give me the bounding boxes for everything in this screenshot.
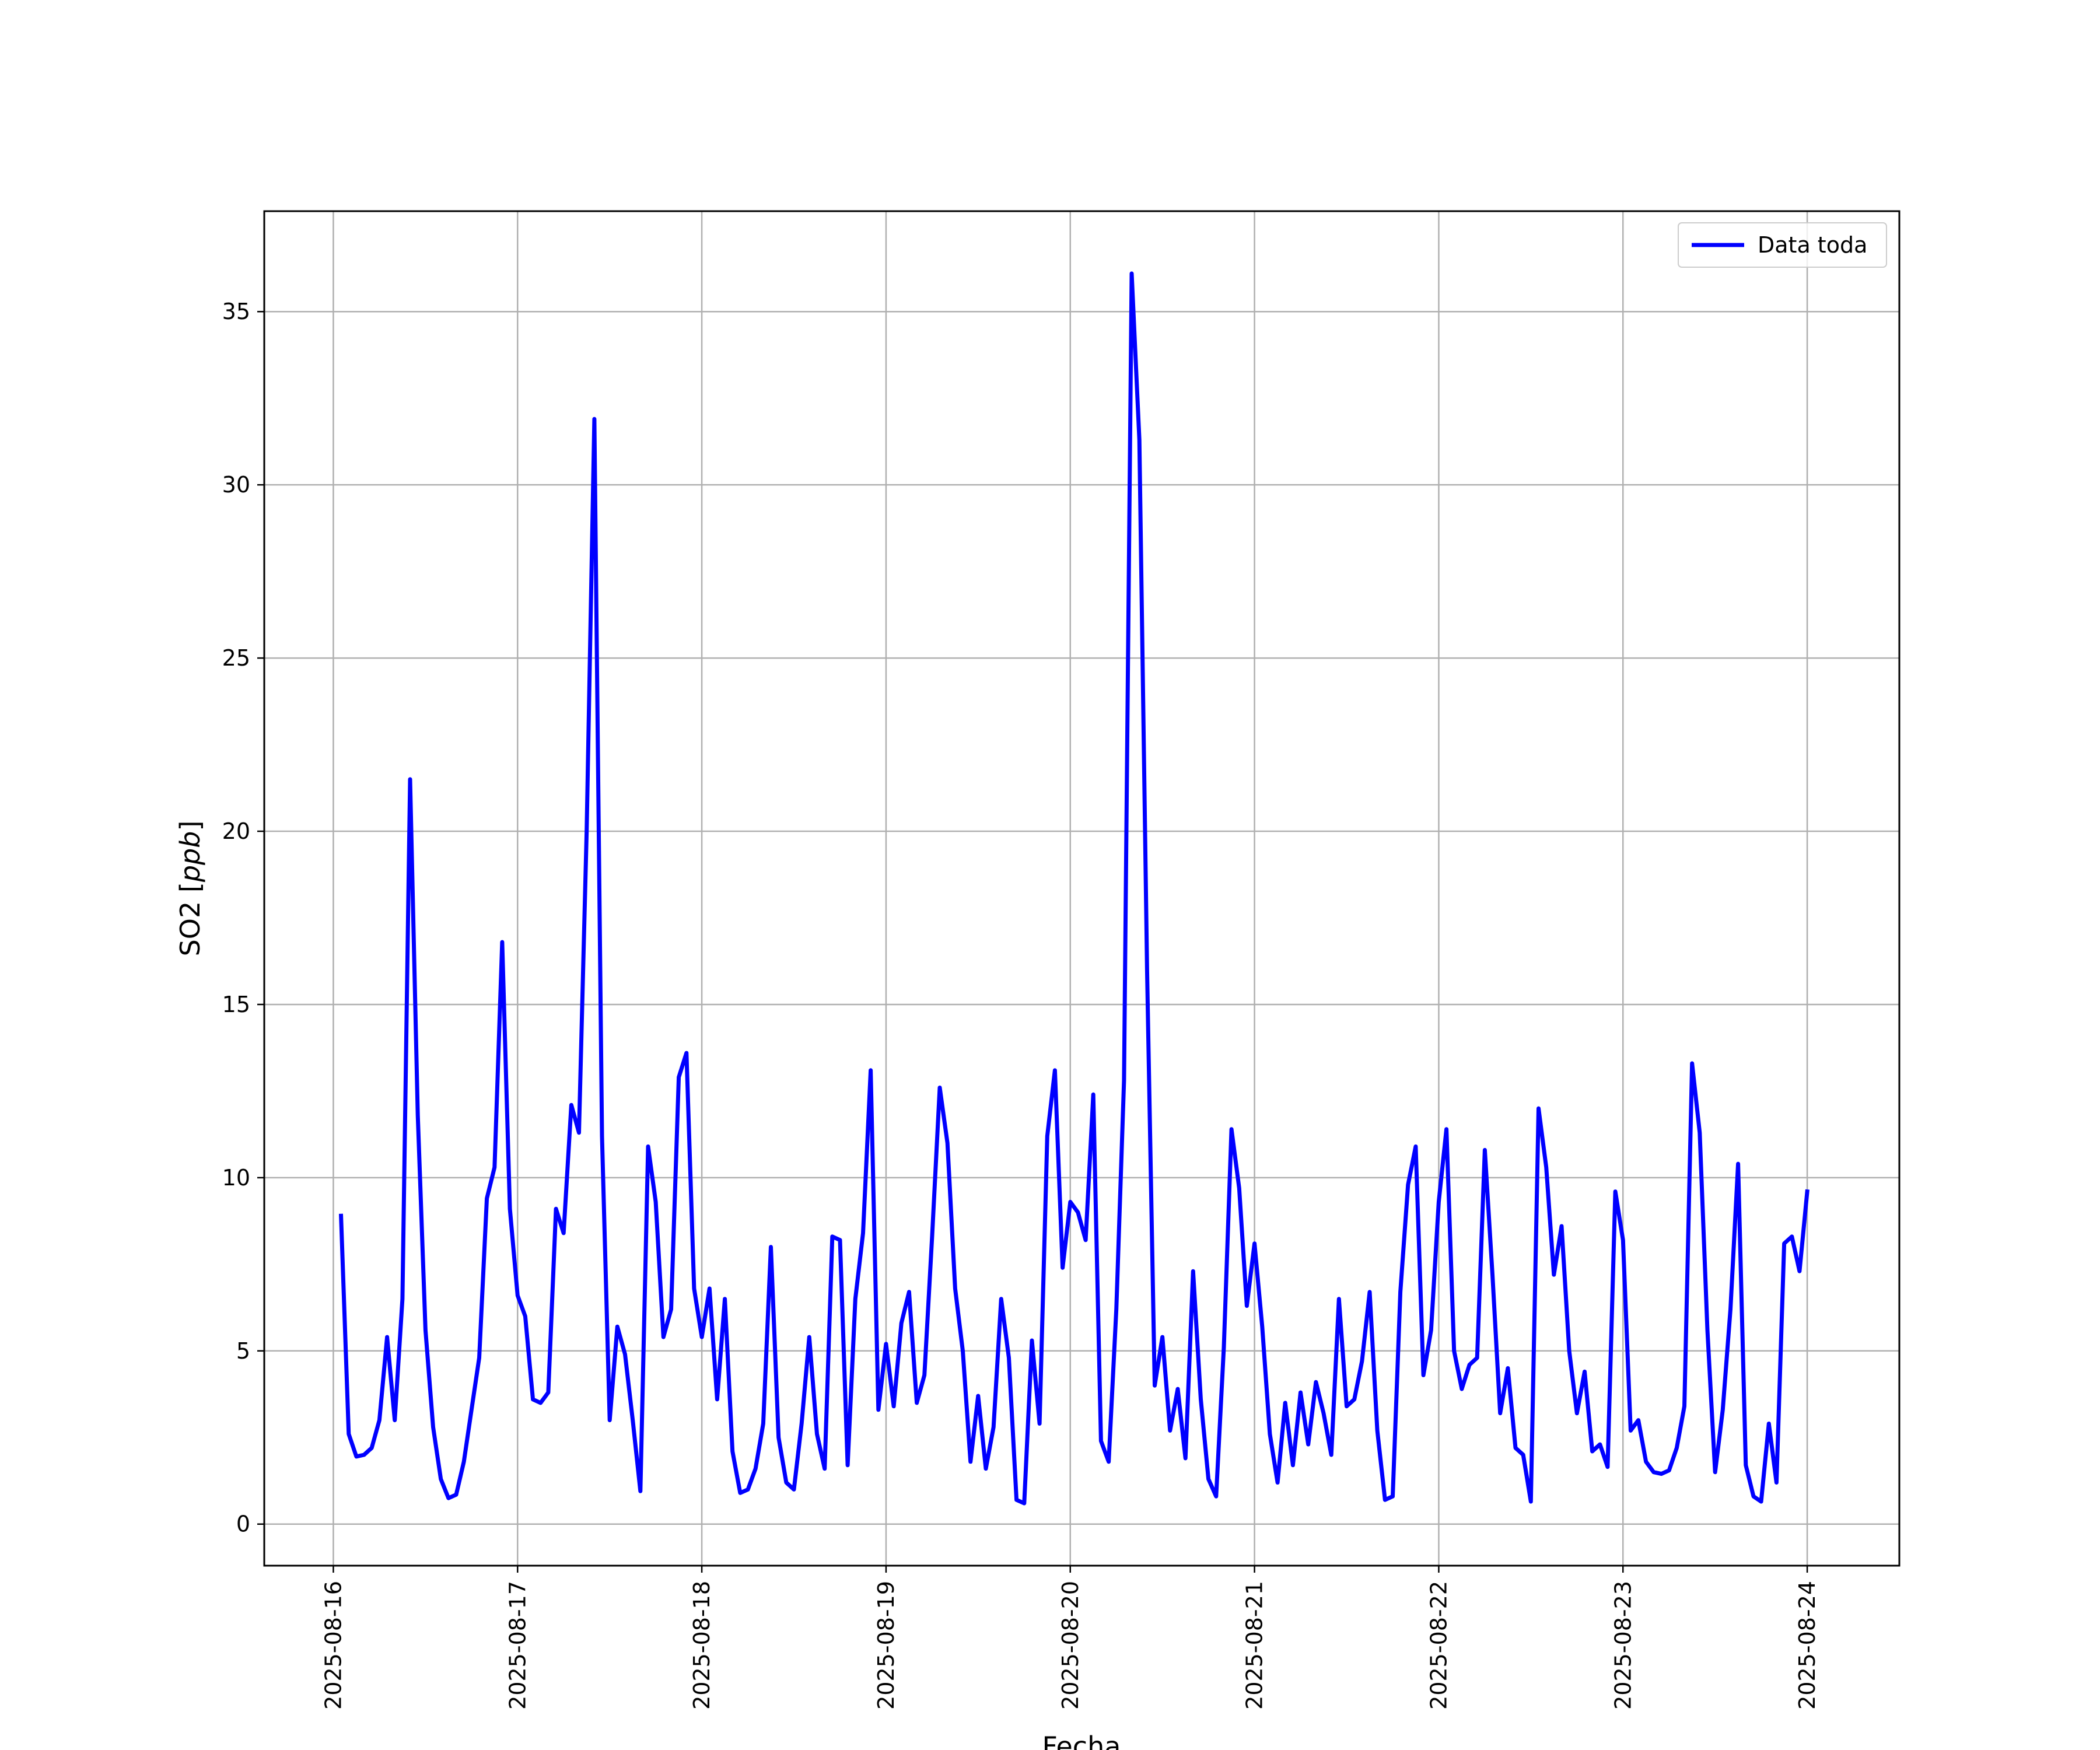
legend-box — [1678, 222, 1887, 268]
legend: Data toda — [1678, 222, 1887, 268]
y-tick-label: 15 — [222, 992, 250, 1017]
x-axis: 2025-08-16 2025-08-17 2025-08-18 2025-08-19… — [320, 1566, 1820, 1710]
x-tick-label: 2025-08-18 — [689, 1581, 715, 1710]
x-tick-label: 2025-08-16 — [320, 1581, 346, 1710]
x-tick-label: 2025-08-17 — [505, 1581, 530, 1710]
y-tick-label: 30 — [222, 472, 250, 498]
y-axis-title-unit: ppb — [174, 831, 206, 883]
y-tick-label: 25 — [222, 645, 250, 671]
x-tick-label: 2025-08-22 — [1426, 1581, 1451, 1710]
x-tick-label: 2025-08-23 — [1610, 1581, 1636, 1710]
y-axis: 0 5 10 15 20 25 30 35 — [222, 299, 264, 1537]
x-tick-label: 2025-08-24 — [1794, 1581, 1820, 1710]
y-tick-label: 10 — [222, 1165, 250, 1191]
x-tick-label: 2025-08-20 — [1058, 1581, 1083, 1710]
plot-frame — [263, 210, 1901, 1567]
plot-area — [264, 211, 1899, 1566]
y-axis-title-main: SO2 [ — [174, 882, 206, 956]
y-tick-label: 0 — [236, 1511, 250, 1537]
y-tick-label: 5 — [236, 1338, 250, 1364]
y-tick-label: 35 — [222, 299, 250, 324]
legend-label-data-toda: Data toda — [1758, 232, 1867, 258]
y-axis-title: SO2 [ppb] — [174, 821, 206, 957]
y-axis-title-tail: ] — [174, 821, 206, 831]
y-tick-label: 20 — [222, 818, 250, 844]
x-tick-label: 2025-08-21 — [1242, 1581, 1268, 1710]
series-line-data-toda — [338, 271, 1810, 1506]
x-tick-label: 2025-08-19 — [873, 1581, 899, 1710]
series-layer — [338, 271, 1810, 1506]
x-axis-title: Fecha — [1042, 1731, 1121, 1750]
